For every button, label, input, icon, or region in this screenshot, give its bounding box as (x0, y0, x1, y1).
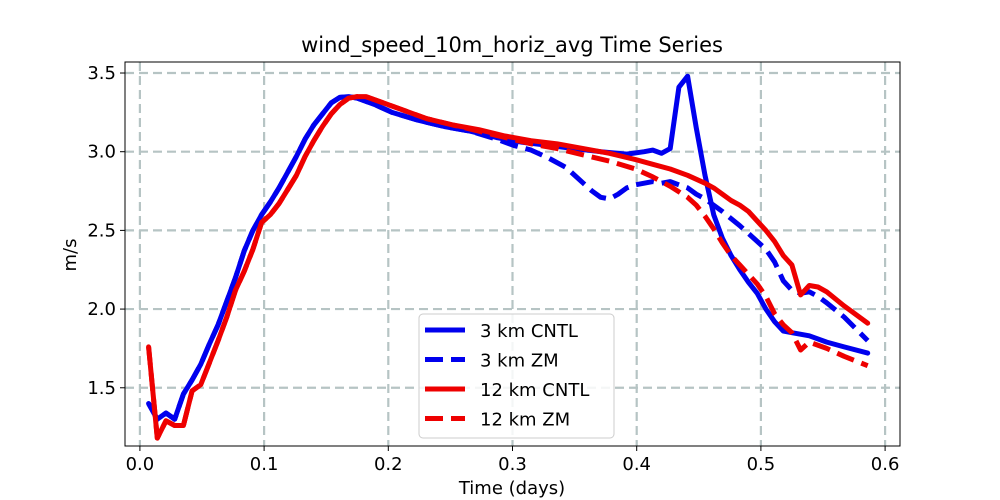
x-tick-label: 0.4 (622, 454, 651, 475)
x-tick-label: 0.5 (747, 454, 776, 475)
x-tick-label: 0.2 (374, 454, 403, 475)
y-tick-label: 2.5 (87, 220, 116, 241)
legend: 3 km CNTL 3 km ZM 12 km CNTL 12 km ZM (418, 313, 615, 439)
x-tick-label: 0.6 (871, 454, 900, 475)
legend-label: 12 km CNTL (480, 380, 589, 401)
series-lines (146, 73, 871, 441)
legend-label: 12 km ZM (480, 410, 570, 431)
y-tick-label: 3.5 (87, 63, 116, 84)
legend-label: 3 km CNTL (480, 321, 578, 342)
axis-ticks: 0.0 0.1 0.2 0.3 0.4 0.5 0.6 1.5 2.0 2.5 3.0 3.5 (87, 63, 899, 475)
x-tick-label: 0.0 (126, 454, 155, 475)
y-tick-label: 2.0 (87, 299, 116, 320)
chart-title: wind_speed_10m_horiz_avg Time Series (301, 33, 723, 58)
x-axis-label: Time (days) (458, 478, 565, 499)
y-axis-label: m/s (60, 239, 81, 272)
y-tick-label: 1.5 (87, 378, 116, 399)
legend-box (418, 313, 615, 439)
legend-label: 3 km ZM (480, 351, 559, 372)
y-tick-label: 3.0 (87, 142, 116, 163)
x-tick-label: 0.3 (498, 454, 527, 475)
series-line-3 (146, 94, 869, 441)
x-tick-label: 0.1 (250, 454, 279, 475)
series-line-1 (146, 94, 870, 422)
